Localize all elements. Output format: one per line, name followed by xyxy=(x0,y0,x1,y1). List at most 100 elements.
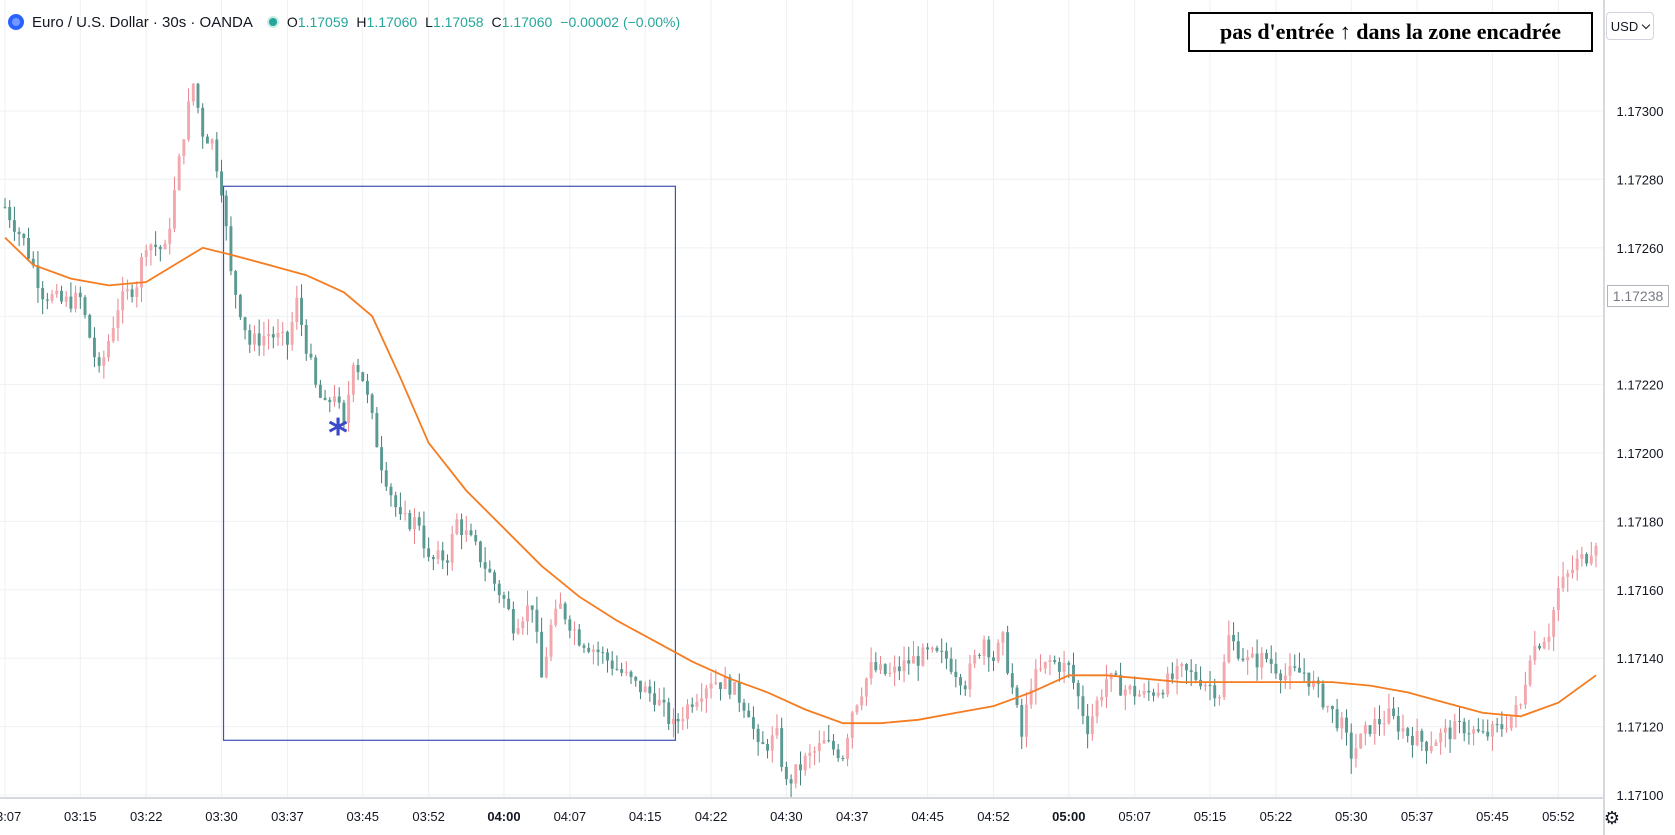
candle xyxy=(309,343,313,360)
time-tick-label: 04:00 xyxy=(487,809,520,824)
candle xyxy=(1495,717,1499,733)
candle-body xyxy=(1010,673,1014,688)
candle-body xyxy=(591,649,595,652)
candle-body xyxy=(1133,685,1137,697)
candle-body xyxy=(1095,700,1099,717)
candle-body xyxy=(855,705,859,713)
candle-body xyxy=(427,548,431,557)
candle-body xyxy=(1330,705,1334,710)
candle xyxy=(478,540,482,568)
candle xyxy=(719,682,722,701)
candle-body xyxy=(1401,728,1405,732)
candle xyxy=(1246,649,1250,675)
candle-body xyxy=(1321,683,1325,708)
candle-body xyxy=(1241,658,1245,661)
candle-body xyxy=(1283,675,1287,681)
chart-legend: Euro / U.S. Dollar · 30s · OANDA O1.1705… xyxy=(8,10,688,34)
candle-body xyxy=(1458,720,1461,722)
candle-body xyxy=(864,678,868,697)
candle-body xyxy=(1467,733,1471,735)
candle-body xyxy=(676,718,680,722)
candle-body xyxy=(1481,731,1485,733)
candle xyxy=(1232,622,1236,651)
candle-body xyxy=(1024,704,1028,737)
candle-body xyxy=(973,654,977,664)
candle-body xyxy=(930,647,934,650)
candle-body xyxy=(309,353,313,358)
candle-body xyxy=(1575,558,1579,570)
candle-body xyxy=(1269,658,1273,664)
time-tick-label: 03:07 xyxy=(0,809,21,824)
candle xyxy=(540,617,544,678)
candle xyxy=(1396,707,1400,740)
candle xyxy=(238,293,242,321)
price-tick-label: 1.17260 xyxy=(1617,241,1664,256)
candle-body xyxy=(822,740,826,744)
candle xyxy=(1288,653,1292,690)
candle xyxy=(742,698,746,718)
price-axis[interactable]: 1.17100 1.17120 1.17140 1.17160 1.17180 1.172… xyxy=(1617,104,1664,803)
candle-body xyxy=(846,737,850,759)
candle xyxy=(1147,680,1151,701)
candle xyxy=(1133,676,1137,705)
candle xyxy=(177,153,181,191)
candle xyxy=(422,511,426,558)
candle-body xyxy=(403,513,407,515)
candle xyxy=(328,397,332,413)
candle xyxy=(799,751,802,786)
candle-body xyxy=(323,397,327,400)
candle-body xyxy=(1086,715,1090,735)
candle-body xyxy=(1490,724,1494,737)
candle xyxy=(318,379,322,399)
candle xyxy=(954,659,958,688)
candle-body xyxy=(1387,708,1391,724)
candle-body xyxy=(333,396,336,403)
candle-body xyxy=(850,712,854,738)
candle xyxy=(662,687,666,717)
time-tick-label: 03:45 xyxy=(346,809,379,824)
candle xyxy=(187,88,191,142)
candle-body xyxy=(347,394,351,423)
candle-body xyxy=(742,702,746,711)
candle-body xyxy=(107,341,111,358)
candle xyxy=(224,190,228,241)
candle-body xyxy=(375,413,379,448)
candle xyxy=(1330,705,1334,723)
candle xyxy=(384,462,388,491)
candle xyxy=(441,541,445,570)
candle xyxy=(78,286,82,309)
candle-body xyxy=(41,287,45,300)
candle xyxy=(992,651,995,672)
candle-body xyxy=(601,652,605,654)
time-tick-label: 03:52 xyxy=(412,809,445,824)
candle xyxy=(1561,561,1565,592)
candle-body xyxy=(888,672,892,674)
candle xyxy=(1034,659,1038,705)
market-status-icon[interactable] xyxy=(266,16,279,28)
currency-selector[interactable]: USD xyxy=(1606,12,1654,40)
gear-icon[interactable]: ⚙ xyxy=(1603,807,1621,828)
annotation-box-layer xyxy=(222,185,677,741)
candle xyxy=(940,638,944,664)
candle xyxy=(789,774,793,798)
candle xyxy=(681,706,685,731)
candle-body xyxy=(944,650,948,659)
candle-body xyxy=(88,315,92,338)
candle-body xyxy=(907,660,911,664)
candle-body xyxy=(205,136,209,144)
candle-body xyxy=(1194,671,1198,680)
candle xyxy=(1425,740,1429,764)
candle-body xyxy=(328,399,332,403)
candle xyxy=(464,516,468,542)
candle xyxy=(130,284,134,303)
time-axis[interactable]: 03:07 03:15 03:22 03:30 03:37 03:45 03:52 04:00… xyxy=(0,809,1575,824)
candle-body xyxy=(926,647,930,650)
candle-body xyxy=(351,365,355,395)
annotation-note[interactable]: pas d'entrée ↑ dans la zone encadrée xyxy=(1188,12,1593,52)
symbol-title[interactable]: Euro / U.S. Dollar · 30s · OANDA xyxy=(32,13,253,31)
candle xyxy=(375,407,379,448)
candle-body xyxy=(1410,735,1414,746)
candle-body xyxy=(97,357,101,366)
candle xyxy=(869,647,873,685)
